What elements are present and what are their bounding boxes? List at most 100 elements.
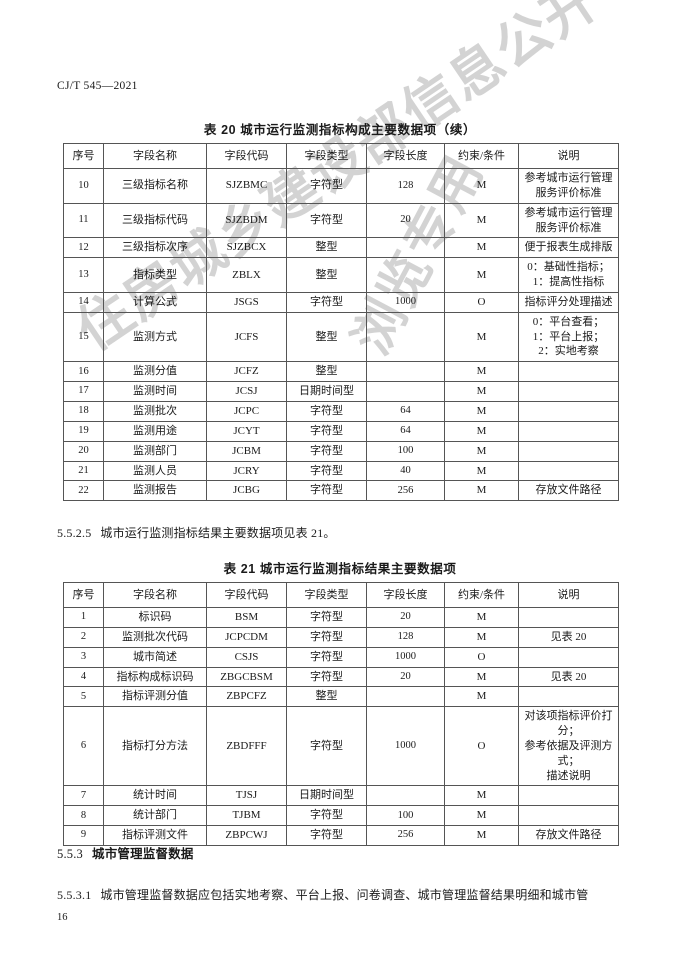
cell-field-name: 监测报告 <box>103 480 207 502</box>
cell-field-type: 字符型 <box>286 666 367 688</box>
cell-field-code: SJZBMC <box>206 168 287 204</box>
cell-field-type: 字符型 <box>286 420 367 442</box>
cell-constraint: M <box>444 257 519 293</box>
page-number: 16 <box>57 912 68 923</box>
cell-field-code: BSM <box>206 607 287 628</box>
cell-description <box>518 400 619 422</box>
cell-field-name: 指标评测文件 <box>103 825 207 846</box>
cell-field-name: 统计部门 <box>103 805 207 827</box>
cell-description <box>518 361 619 383</box>
cell-field-type: 日期时间型 <box>286 785 367 807</box>
col-field-name: 字段名称 <box>103 143 207 169</box>
cell-field-code: ZBLX <box>206 257 287 293</box>
cell-seq: 12 <box>63 237 104 259</box>
section-number: 5.5.2.5 <box>57 526 92 540</box>
cell-field-name: 指标类型 <box>103 257 207 293</box>
cell-description <box>518 686 619 708</box>
cell-constraint: O <box>444 706 519 787</box>
col-constraint: 约束/条件 <box>444 143 519 169</box>
cell-field-length: 1000 <box>366 646 445 668</box>
table-row: 16 监测分值 JCFZ 整型 M <box>63 361 619 383</box>
cell-description: 0：基础性指标； 1：提高性指标 <box>518 257 619 293</box>
cell-field-type: 字符型 <box>286 646 367 668</box>
table-row: 13 指标类型 ZBLX 整型 M 0：基础性指标； 1：提高性指标 <box>63 257 619 293</box>
cell-seq: 13 <box>63 257 104 293</box>
cell-field-name: 计算公式 <box>103 291 207 313</box>
cell-seq: 18 <box>63 400 104 422</box>
cell-constraint: M <box>444 785 519 807</box>
cell-constraint: M <box>444 607 519 628</box>
cell-constraint: M <box>444 400 519 422</box>
col-field-type: 字段类型 <box>286 582 367 608</box>
cell-description <box>518 381 619 402</box>
cell-field-type: 字符型 <box>286 825 367 846</box>
cell-field-type: 字符型 <box>286 202 367 239</box>
cell-seq: 8 <box>63 805 104 827</box>
col-description: 说明 <box>518 143 619 169</box>
cell-field-code: SJZBCX <box>206 237 287 259</box>
cell-field-code: JCPCDM <box>206 626 287 648</box>
section-text: 城市运行监测指标结果主要数据项见表 21。 <box>100 526 336 540</box>
cell-seq: 19 <box>63 420 104 442</box>
table-row: 5 指标评测分值 ZBPCFZ 整型 M <box>63 686 619 708</box>
table-row: 18 监测批次 JCPC 字符型 64 M <box>63 400 619 422</box>
cell-field-type: 整型 <box>286 361 367 383</box>
cell-seq: 16 <box>63 361 104 383</box>
cell-field-length: 20 <box>366 607 445 628</box>
cell-field-code: ZBPCWJ <box>206 825 287 846</box>
cell-field-length: 20 <box>366 202 445 239</box>
cell-seq: 10 <box>63 168 104 204</box>
col-field-name: 字段名称 <box>103 582 207 608</box>
cell-field-length <box>366 257 445 293</box>
cell-constraint: M <box>444 480 519 502</box>
cell-field-length: 20 <box>366 666 445 688</box>
cell-field-length: 100 <box>366 440 445 462</box>
cell-field-type: 字符型 <box>286 805 367 827</box>
cell-constraint: M <box>444 440 519 462</box>
cell-field-length <box>366 361 445 383</box>
cell-field-length <box>366 785 445 807</box>
cell-field-name: 标识码 <box>103 607 207 628</box>
col-constraint: 约束/条件 <box>444 582 519 608</box>
cell-seq: 3 <box>63 646 104 668</box>
cell-seq: 22 <box>63 480 104 502</box>
cell-seq: 6 <box>63 706 104 787</box>
cell-field-length: 1000 <box>366 706 445 787</box>
cell-field-name: 三级指标名称 <box>103 168 207 204</box>
cell-field-length <box>366 686 445 708</box>
table-row: 22 监测报告 JCBG 字符型 256 M 存放文件路径 <box>63 480 619 502</box>
table-row: 20 监测部门 JCBM 字符型 100 M <box>63 440 619 462</box>
cell-field-type: 整型 <box>286 311 367 363</box>
cell-constraint: O <box>444 291 519 313</box>
cell-constraint: M <box>444 626 519 648</box>
cell-field-length: 40 <box>366 460 445 482</box>
cell-field-code: JCFS <box>206 311 287 363</box>
cell-description: 0：平台查看； 1：平台上报； 2：实地考察 <box>518 311 619 363</box>
col-seq: 序号 <box>63 143 104 169</box>
cell-description: 存放文件路径 <box>518 480 619 502</box>
cell-field-name: 监测时间 <box>103 381 207 402</box>
table-row: 9 指标评测文件 ZBPCWJ 字符型 256 M 存放文件路径 <box>63 825 619 846</box>
cell-constraint: M <box>444 361 519 383</box>
cell-constraint: M <box>444 420 519 442</box>
cell-field-code: ZBDFFF <box>206 706 287 787</box>
section-5-5-3-heading: 5.5.3 城市管理监督数据 <box>57 845 194 864</box>
cell-field-type: 字符型 <box>286 168 367 204</box>
table-row: 21 监测人员 JCRY 字符型 40 M <box>63 460 619 482</box>
cell-constraint: M <box>444 825 519 846</box>
cell-field-type: 字符型 <box>286 440 367 462</box>
cell-field-length: 64 <box>366 400 445 422</box>
cell-constraint: M <box>444 666 519 688</box>
table-row: 3 城市简述 CSJS 字符型 1000 O <box>63 646 619 668</box>
section-text: 城市管理监督数据应包括实地考察、平台上报、问卷调查、城市管理监督结果明细和城市管 <box>100 888 589 902</box>
cell-field-type: 字符型 <box>286 400 367 422</box>
cell-description <box>518 607 619 628</box>
cell-description: 参考城市运行管理 服务评价标准 <box>518 168 619 204</box>
table-row: 6 指标打分方法 ZBDFFF 字符型 1000 O 对该项指标评价打分； 参考依据及评测方式… <box>63 706 619 787</box>
cell-field-type: 整型 <box>286 257 367 293</box>
cell-description: 见表 20 <box>518 666 619 688</box>
table-row: 4 指标构成标识码 ZBGCBSM 字符型 20 M 见表 20 <box>63 666 619 688</box>
table-row: 17 监测时间 JCSJ 日期时间型 M <box>63 381 619 402</box>
cell-field-name: 监测人员 <box>103 460 207 482</box>
